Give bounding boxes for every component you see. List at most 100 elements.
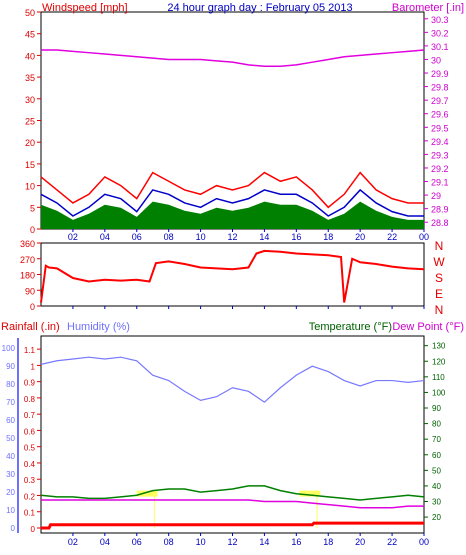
bottom-x-tick-label: 20: [355, 537, 365, 547]
right-tick-label: 30.2: [431, 28, 449, 38]
temp-tick-label: 90: [432, 404, 441, 413]
left-tick-label: 10: [25, 182, 35, 192]
x-tick-label: 06: [132, 232, 142, 242]
left-tick-label: 30: [25, 95, 35, 105]
humidity-tick-label: 0: [11, 524, 16, 533]
left-tick-label: 35: [25, 73, 35, 83]
temperature-label: Temperature (°F): [309, 321, 392, 333]
bottom-ticks: 0 0.1 0.2 0.3 0.4 0.5 0.6 0.7 0.8 0.9 1 1.1 0 10 20 30 4…: [2, 338, 446, 547]
bottom-x-tick-label: 02: [68, 537, 78, 547]
dir-tick-label: 0: [30, 302, 35, 312]
compass-letter: N: [435, 239, 444, 253]
x-tick-label: 14: [259, 232, 269, 242]
compass-letter: W: [433, 255, 445, 269]
x-tick-label: 12: [227, 232, 237, 242]
x-tick-label: 02: [68, 232, 78, 242]
top-left-label: Windspeed [mph]: [42, 2, 128, 14]
dir-tick-label: 270: [20, 255, 35, 265]
humidity-tick-label: 40: [6, 452, 15, 461]
temp-tick-label: 120: [432, 357, 446, 366]
bottom-x-tick-label: 04: [100, 537, 110, 547]
left-tick-label: 45: [25, 30, 35, 40]
right-tick-label: 28.8: [431, 218, 449, 228]
bottom-x-tick-label: 22: [387, 537, 397, 547]
top-panel-frame: [40, 11, 425, 230]
rain-tick-label: 0.4: [24, 460, 36, 469]
humidity-line: [40, 356, 425, 403]
temp-tick-label: 100: [432, 388, 446, 397]
humidity-tick-label: 10: [6, 506, 15, 515]
rain-tick-label: 0.1: [24, 509, 36, 518]
wind-fill-area: [41, 201, 424, 229]
left-tick-label: 50: [25, 8, 35, 18]
left-tick-label: 15: [25, 160, 35, 170]
top-series: [40, 49, 425, 229]
x-tick-label: 20: [355, 232, 365, 242]
rain-tick-label: 1: [31, 362, 36, 371]
dewpoint-line: [41, 499, 424, 509]
sunshine-band: [136, 490, 158, 497]
right-tick-label: 29.7: [431, 96, 449, 106]
right-tick-label: 30.1: [431, 42, 449, 52]
left-tick-label: 40: [25, 51, 35, 61]
temp-tick-label: 110: [432, 373, 445, 382]
right-tick-label: 29: [431, 191, 441, 201]
right-tick-label: 29.1: [431, 178, 449, 188]
dir-tick-label: 360: [20, 239, 35, 249]
bottom-x-tick-label: 12: [227, 537, 237, 547]
right-tick-label: 29.8: [431, 83, 449, 93]
wind-direction-line: [40, 249, 425, 303]
direction-series: [40, 249, 425, 303]
bottom-series: [40, 356, 425, 530]
left-tick-label: 5: [30, 203, 35, 213]
compass-letter: E: [435, 287, 443, 301]
rain-tick-label: 0.5: [24, 444, 36, 453]
rainfall-line: [41, 521, 424, 530]
humidity-tick-label: 20: [6, 488, 15, 497]
right-tick-label: 29.4: [431, 137, 449, 147]
dewpoint-label: Dew Point (°F): [392, 321, 464, 333]
rain-tick-label: 0.9: [24, 379, 36, 388]
temp-tick-label: 40: [432, 482, 441, 491]
bottom-x-tick-label: 08: [164, 537, 174, 547]
rain-tick-label: 0.2: [24, 492, 36, 501]
rain-tick-label: 0.6: [24, 427, 36, 436]
humidity-tick-label: 100: [2, 344, 16, 353]
temp-tick-label: 50: [432, 466, 441, 475]
humidity-tick-label: 90: [6, 362, 15, 371]
left-tick-label: 20: [25, 138, 35, 148]
x-tick-label: 16: [291, 232, 301, 242]
rain-tick-label: 0.3: [24, 476, 36, 485]
left-tick-label: 25: [25, 117, 35, 127]
temperature-line: [40, 485, 425, 501]
right-tick-label: 29.9: [431, 69, 449, 79]
x-tick-label: 10: [196, 232, 206, 242]
compass-letter: S: [435, 271, 443, 285]
right-tick-label: 28.9: [431, 205, 449, 215]
right-tick-label: 29.2: [431, 164, 449, 174]
temp-tick-label: 130: [432, 342, 446, 351]
left-tick-label: 0: [30, 225, 35, 235]
humidity-label: Humidity (%): [67, 321, 130, 333]
wind-gust-line: [40, 171, 424, 209]
humidity-tick-label: 50: [6, 434, 15, 443]
top-ticks: 0 5 10 15 20 25 30 35 40 45 50 28.8 28.9 29 29.1 29.2 29…: [25, 8, 449, 242]
rain-tick-label: 1.1: [24, 346, 36, 355]
bottom-x-tick-label: 16: [291, 537, 301, 547]
temp-tick-label: 60: [432, 451, 441, 460]
bottom-x-tick-label: 00: [419, 537, 429, 547]
dir-tick-label: 180: [20, 271, 35, 281]
humidity-tick-label: 30: [6, 470, 15, 479]
temp-tick-label: 80: [432, 420, 441, 429]
right-tick-label: 29.5: [431, 123, 449, 133]
humidity-tick-label: 80: [6, 380, 15, 389]
right-tick-label: 30: [431, 55, 441, 65]
bottom-x-tick-label: 14: [259, 537, 269, 547]
x-tick-label: 08: [164, 232, 174, 242]
right-tick-label: 29.3: [431, 150, 449, 160]
rain-tick-label: 0: [31, 525, 36, 534]
rain-tick-label: 0.8: [24, 395, 36, 404]
humidity-tick-label: 70: [6, 398, 15, 407]
barometer-line: [41, 49, 425, 67]
